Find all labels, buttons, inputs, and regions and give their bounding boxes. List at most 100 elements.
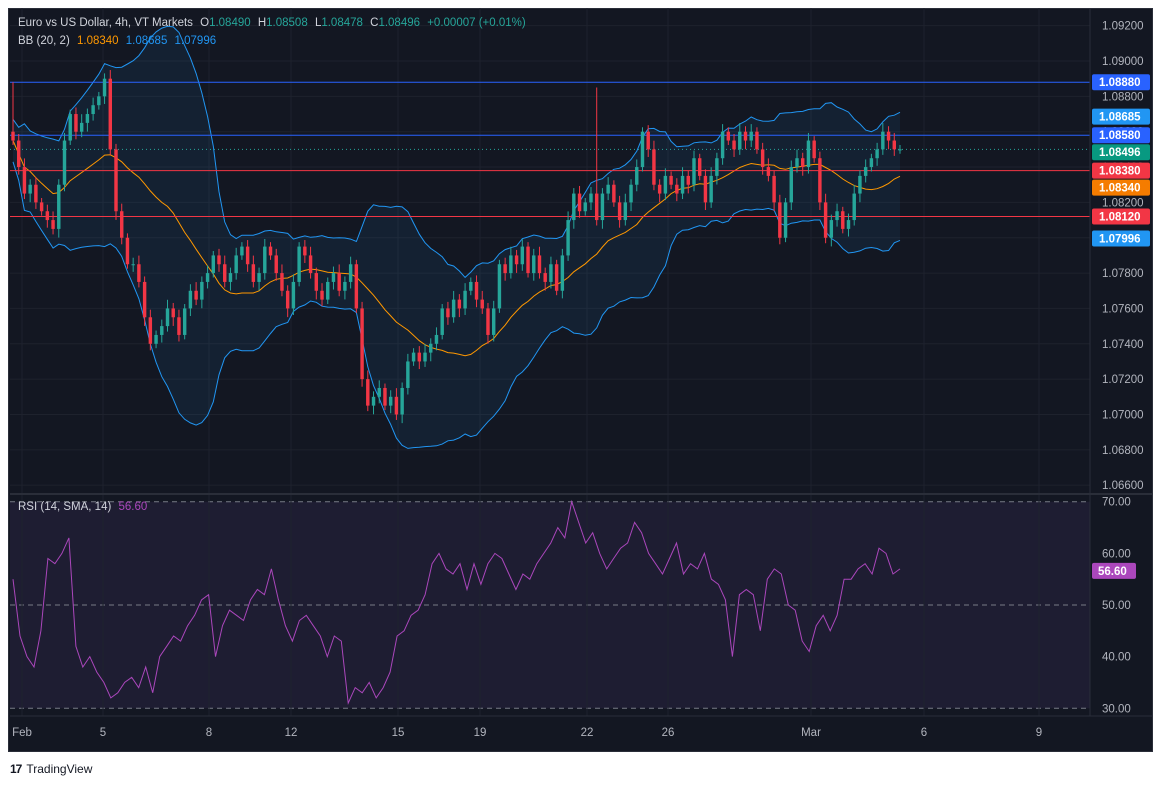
- candle: [366, 370, 370, 412]
- candle-body: [686, 175, 690, 185]
- rsi-label: RSI (14, SMA, 14): [18, 501, 112, 513]
- candle: [795, 149, 799, 173]
- candle-body: [388, 396, 393, 406]
- bb-mid-value: 1.08340: [76, 35, 119, 47]
- candle-body: [257, 273, 261, 282]
- candle-body: [503, 264, 507, 274]
- candle-body: [34, 184, 38, 203]
- candle: [108, 70, 113, 155]
- candle-body: [45, 211, 50, 221]
- candle: [543, 267, 547, 291]
- candle-body: [429, 343, 433, 353]
- candle: [480, 290, 484, 314]
- candle: [91, 97, 95, 121]
- candle: [446, 301, 450, 325]
- candle-body: [17, 140, 21, 168]
- candle: [394, 388, 399, 420]
- price-label-box: [1092, 230, 1150, 247]
- candle: [297, 242, 301, 287]
- candle: [726, 127, 731, 145]
- candle-body: [720, 131, 725, 159]
- candle-body: [715, 158, 719, 176]
- candle-body: [160, 326, 164, 335]
- candle: [892, 132, 896, 156]
- candle-body: [732, 140, 736, 150]
- candle: [566, 211, 570, 261]
- candle: [875, 142, 879, 166]
- candle: [85, 108, 90, 132]
- candle: [331, 266, 336, 290]
- candle: [617, 195, 622, 228]
- candle: [778, 194, 782, 245]
- time-tick-label: 9: [1036, 727, 1042, 739]
- candle: [520, 238, 525, 271]
- candle: [68, 109, 72, 145]
- rsi-pane: [12, 499, 901, 705]
- candle-body: [451, 299, 456, 318]
- candle: [440, 304, 444, 340]
- price-label-box: [1092, 208, 1150, 225]
- candle-body: [852, 193, 856, 221]
- candle: [818, 151, 822, 210]
- candle-body: [177, 317, 181, 335]
- candle-body: [869, 158, 874, 168]
- candle: [417, 346, 422, 370]
- candle: [383, 383, 387, 411]
- candle: [766, 158, 771, 182]
- price-tick-label: 1.07800: [1102, 268, 1144, 280]
- candle: [411, 348, 416, 366]
- candle-body: [680, 175, 685, 194]
- candle: [503, 257, 507, 281]
- candle: [572, 188, 576, 229]
- candle-body: [829, 220, 834, 238]
- candle-body: [285, 290, 290, 309]
- candle: [205, 265, 210, 289]
- candle: [120, 203, 124, 245]
- bb-basis-line: [12, 140, 901, 357]
- candle-body: [434, 334, 439, 344]
- candlesticks: [11, 70, 902, 424]
- candle-body: [320, 290, 324, 300]
- candle-body: [509, 255, 513, 274]
- bollinger-bands: [12, 25, 901, 449]
- time-tick-label: 12: [285, 727, 298, 739]
- candle-body: [589, 193, 593, 203]
- symbol-title: Euro vs US Dollar, 4h, VT Markets: [18, 17, 193, 29]
- candle-body: [646, 131, 650, 150]
- candle: [898, 144, 902, 154]
- candle: [680, 167, 685, 200]
- candle-body: [223, 264, 227, 282]
- candle-body: [440, 308, 444, 335]
- candle-body: [51, 220, 55, 229]
- candle-body: [675, 184, 679, 194]
- candle-body: [497, 264, 502, 309]
- candle-body: [446, 308, 450, 318]
- candle: [429, 338, 433, 362]
- candle: [846, 213, 851, 237]
- candle: [406, 353, 410, 395]
- candle: [692, 150, 696, 192]
- candle: [594, 87, 599, 226]
- tradingview-logo-icon: 17: [10, 762, 22, 776]
- candle: [554, 259, 559, 296]
- candle: [812, 136, 816, 163]
- candle: [388, 390, 393, 414]
- candle: [303, 240, 307, 264]
- low-value: 1.08478: [321, 17, 363, 29]
- candle: [51, 211, 55, 235]
- candle: [514, 249, 519, 273]
- candle-body: [423, 352, 427, 362]
- candle: [474, 275, 479, 308]
- candle-body: [131, 264, 135, 266]
- candle: [491, 300, 496, 342]
- candle: [537, 246, 542, 279]
- candle-body: [606, 184, 610, 194]
- price-tick-label: 1.07200: [1102, 374, 1144, 386]
- candle: [39, 197, 44, 216]
- rsi-label-box: [1092, 562, 1136, 579]
- candle: [223, 255, 227, 288]
- price-label-box: [1092, 144, 1150, 161]
- candle: [629, 179, 633, 212]
- candle: [800, 152, 805, 176]
